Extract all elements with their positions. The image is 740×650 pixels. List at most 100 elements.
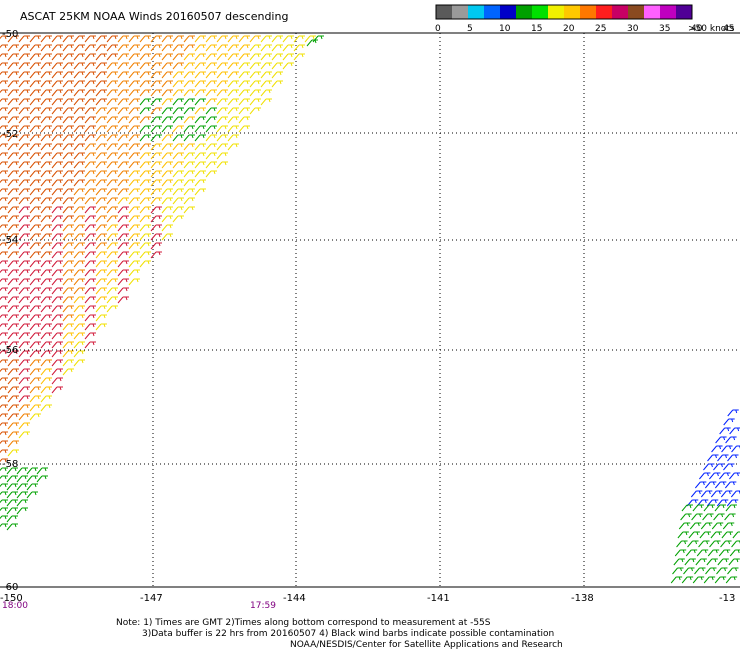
wind-barb (84, 296, 96, 304)
wind-barb (260, 35, 272, 43)
wind-barb (7, 440, 19, 448)
wind-barb (106, 107, 118, 115)
wind-barb (0, 483, 8, 488)
wind-barb (183, 179, 195, 187)
wind-barb (106, 62, 118, 70)
wind-barb (7, 179, 19, 187)
wind-barb (150, 152, 162, 160)
wind-barb (18, 260, 30, 268)
wind-barb (150, 197, 162, 205)
wind-barb (7, 188, 19, 196)
wind-barb (18, 269, 30, 277)
wind-barb (6, 467, 18, 475)
wind-barb (95, 53, 107, 61)
wind-barb (40, 323, 52, 331)
wind-barb (194, 134, 206, 142)
wind-barb (106, 71, 118, 79)
wind-barb (73, 71, 85, 79)
wind-barb (40, 125, 52, 133)
wind-barb (29, 242, 41, 250)
wind-barb (128, 116, 140, 124)
wind-barb (106, 242, 118, 250)
wind-barb (194, 35, 206, 43)
wind-barb (183, 44, 195, 52)
colorbar-tick-label: 5 (467, 24, 473, 34)
wind-barb (183, 170, 195, 178)
lat-label--58: -58 (2, 459, 18, 470)
wind-barb (139, 170, 151, 178)
wind-barb (183, 89, 195, 97)
wind-barb (161, 161, 173, 169)
wind-barb (73, 53, 85, 61)
wind-barb (139, 116, 151, 124)
wind-barb (183, 197, 195, 205)
wind-barb (62, 53, 74, 61)
wind-barb (694, 481, 707, 489)
wind-barb (0, 170, 8, 175)
wind-barb (106, 296, 118, 304)
colorbar-tick-label: 15 (531, 24, 542, 34)
wind-barb (51, 278, 63, 286)
lon-label--144: -144 (283, 593, 306, 604)
wind-barb (7, 260, 19, 268)
wind-barb (139, 134, 151, 142)
wind-barb (172, 107, 184, 115)
wind-barb (40, 260, 52, 268)
wind-barb (51, 296, 63, 304)
wind-barb (172, 161, 184, 169)
wind-barb (139, 260, 151, 268)
wind-barb (95, 188, 107, 196)
wind-barb (183, 152, 195, 160)
wind-barb (6, 515, 18, 523)
wind-barb (40, 170, 52, 178)
wind-barb (106, 170, 118, 178)
wind-barb (7, 71, 19, 79)
wind-barb (29, 260, 41, 268)
colorbar-swatch (644, 5, 660, 19)
colorbar-tick-label: 10 (499, 24, 511, 34)
note-line-2: 3)Data buffer is 22 hrs from 20160507 4)… (142, 629, 554, 639)
wind-barb (26, 483, 38, 491)
wind-barb (106, 179, 118, 187)
wind-barb (29, 44, 41, 52)
wind-barb (40, 359, 52, 367)
wind-barb (40, 332, 52, 340)
wind-barb (150, 143, 162, 151)
wind-barb (95, 134, 107, 142)
wind-barb (29, 116, 41, 124)
wind-barb (150, 170, 162, 178)
wind-barb (714, 504, 726, 512)
wind-barb (7, 296, 19, 304)
wind-barb (128, 197, 140, 205)
wind-barb (128, 35, 140, 43)
wind-barb (62, 341, 74, 349)
wind-barb (7, 206, 19, 214)
wind-barb (238, 125, 250, 133)
wind-barb (95, 170, 107, 178)
wind-barb (0, 134, 8, 139)
wind-barb (672, 567, 684, 575)
wind-barb (698, 540, 710, 548)
wind-barb (62, 197, 74, 205)
wind-barb (0, 323, 8, 328)
wind-barb (150, 53, 162, 61)
wind-barb (216, 161, 228, 169)
wind-barb (260, 62, 272, 70)
wind-barb (7, 269, 19, 277)
wind-barb (0, 143, 8, 148)
wind-barb (40, 197, 52, 205)
wind-barb (73, 287, 85, 295)
wind-barb (172, 170, 184, 178)
wind-barb (707, 454, 719, 462)
wind-barb (73, 80, 85, 88)
note-line-1: Note: 1) Times are GMT 2)Times along bot… (116, 618, 491, 628)
wind-barb (172, 206, 184, 214)
wind-barb (51, 206, 63, 214)
wind-barb (29, 341, 41, 349)
wind-barb (721, 531, 733, 539)
wind-barb (51, 233, 63, 241)
wind-barb (194, 152, 206, 160)
wind-barb (727, 454, 739, 462)
wind-barb (205, 35, 217, 43)
wind-barb (717, 558, 729, 566)
